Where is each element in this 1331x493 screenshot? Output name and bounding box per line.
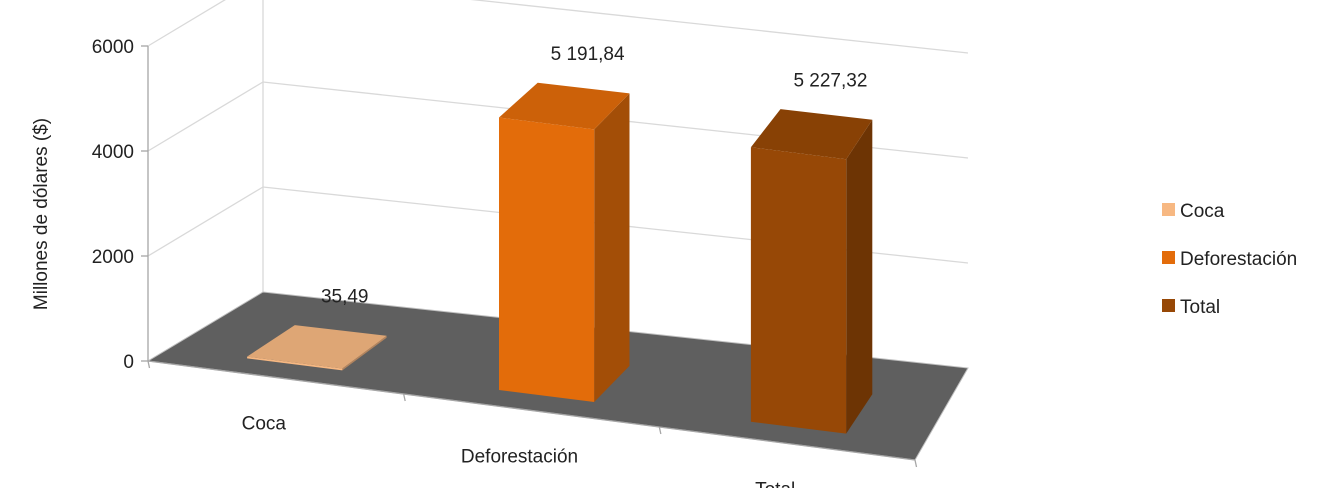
- gridlines: [147, 0, 969, 292]
- y-tick-label: 0: [123, 352, 134, 373]
- bars: [247, 82, 873, 434]
- labels: Coca Deforestación Total 35,49 5 191,84 5 227…: [242, 42, 874, 493]
- x-tick-label: Deforestación: [461, 447, 578, 468]
- legend-item: Deforestación: [1162, 249, 1297, 270]
- legend-swatch: [1162, 251, 1175, 264]
- legend-swatch: [1162, 203, 1175, 216]
- y-tick-label: 2000: [92, 247, 134, 268]
- data-label-background: [787, 68, 874, 94]
- x-tick-mark: [403, 393, 406, 402]
- legend-label: Total: [1180, 297, 1220, 318]
- x-tick-mark: [658, 426, 662, 435]
- legend-item: Total: [1162, 297, 1220, 318]
- x-tick-label: Coca: [242, 414, 287, 435]
- legend-item: Coca: [1162, 201, 1225, 222]
- x-axis-line: [147, 360, 916, 461]
- x-tick-mark: [914, 459, 918, 468]
- legend: Coca Deforestación Total: [1162, 201, 1297, 318]
- axes: 0 2000 4000 6000: [92, 37, 918, 468]
- bar-total: [750, 109, 873, 434]
- y-tick-label: 4000: [92, 142, 134, 163]
- bar-coca: [247, 325, 387, 371]
- bar-top: [247, 325, 387, 369]
- gridline-6000: [147, 0, 969, 54]
- legend-label: Deforestación: [1180, 249, 1297, 270]
- x-tick-mark: [147, 360, 151, 369]
- bar-front: [750, 147, 847, 434]
- bar-front: [247, 356, 343, 371]
- y-tick-label: 6000: [92, 37, 134, 58]
- bar-side: [594, 93, 630, 403]
- bar-deforestación: [499, 82, 630, 403]
- data-label: 5 191,84: [551, 44, 625, 65]
- x-tick-label: Total: [755, 480, 795, 489]
- bar-side: [342, 335, 387, 371]
- legend-label: Coca: [1180, 201, 1225, 222]
- data-label: 5 227,32: [793, 70, 867, 91]
- bar-top: [499, 82, 630, 130]
- bar-side: [846, 119, 873, 434]
- legend-swatch: [1162, 299, 1175, 312]
- y-axis-title: Millones de dólares ($): [31, 118, 52, 310]
- data-label: 35,49: [321, 286, 369, 307]
- bar-top: [750, 109, 873, 160]
- data-label-background: [544, 42, 631, 68]
- bar-front: [499, 117, 595, 402]
